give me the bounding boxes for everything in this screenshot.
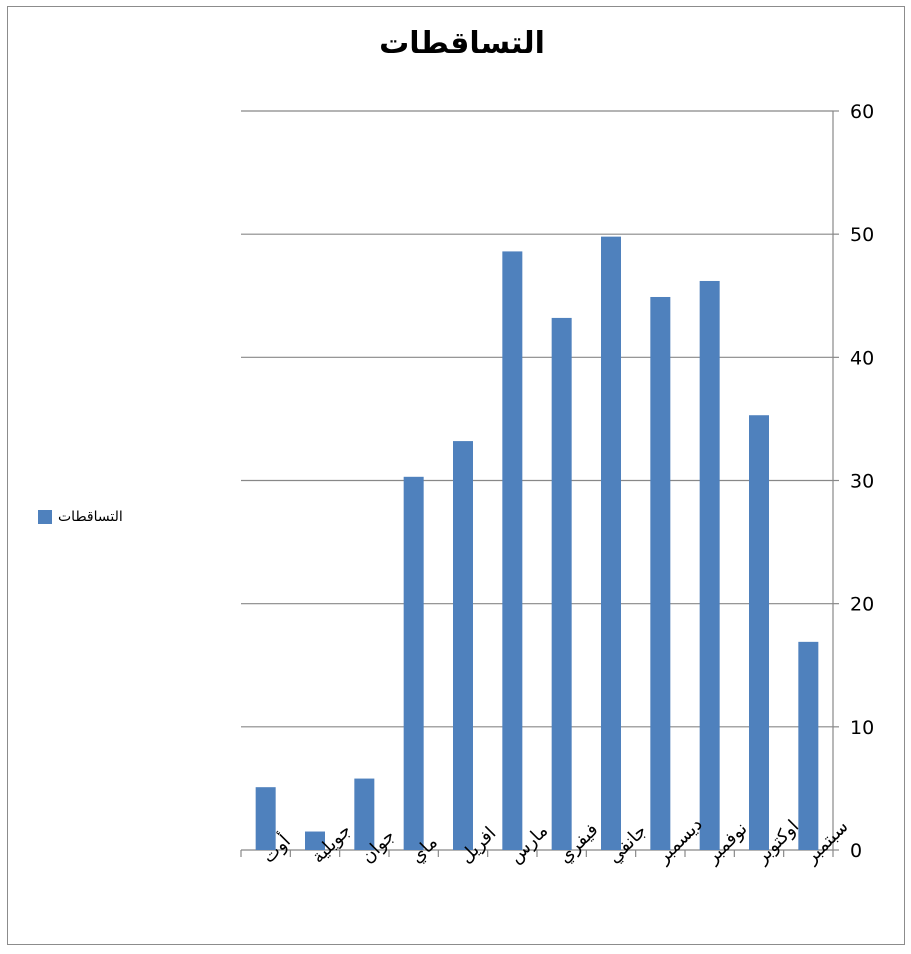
y-tick-label: 0 [850, 840, 862, 862]
chart-title: التساقطات [379, 26, 545, 61]
bar [403, 476, 424, 850]
bar [699, 280, 720, 851]
y-tick-label: 40 [850, 347, 874, 369]
bar [650, 296, 671, 850]
y-tick-label: 20 [850, 594, 874, 616]
bar [305, 831, 325, 850]
bar [502, 251, 523, 850]
legend-label: التساقطات [58, 509, 123, 525]
bar [354, 778, 375, 850]
y-tick-label: 10 [850, 717, 874, 739]
bar [749, 415, 769, 850]
bar [551, 317, 572, 850]
legend: التساقطات [38, 509, 123, 525]
y-tick-label: 50 [850, 224, 874, 246]
bar [798, 641, 819, 850]
bar [255, 787, 276, 850]
y-tick-label: 30 [850, 471, 874, 493]
bar [601, 236, 621, 850]
y-tick-label: 60 [850, 101, 874, 123]
bar [453, 441, 473, 850]
legend-swatch [38, 510, 52, 524]
